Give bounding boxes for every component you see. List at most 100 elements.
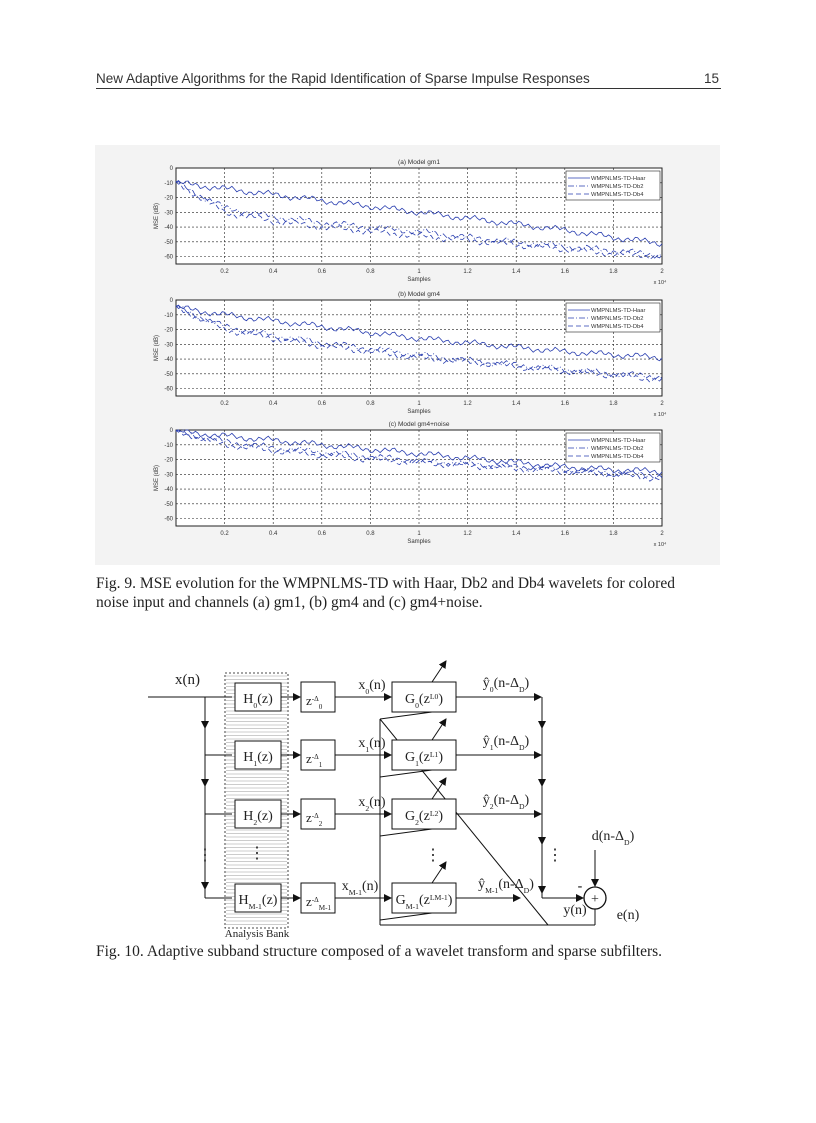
output-2-label: ŷ2(n-ΔD)	[483, 793, 530, 811]
filter-h3-label: HM-1(z)	[239, 893, 278, 911]
error-label: e(n)	[617, 908, 640, 923]
x-tick-label: 1.2	[463, 401, 472, 407]
ellipsis: ⋮	[249, 845, 265, 862]
label-part: (n)	[369, 736, 386, 751]
x-tick-label: 0.8	[366, 531, 375, 537]
subfilter-g1-label: G1(zL1)	[405, 750, 443, 768]
x-tick-label: 0.8	[366, 269, 375, 275]
x-tick-label: 1.4	[512, 531, 521, 537]
mse-charts: (a) Model gm1 0 -10 -20 -30 -40 -50 -60 0.2 0.4 0.…	[154, 159, 667, 548]
legend-entry: WMPNLMS-TD-Db4	[591, 454, 644, 460]
legend-entry: WMPNLMS-TD-Db2	[591, 184, 644, 190]
label-part: 0	[415, 701, 419, 710]
x-tick-label: 1	[417, 401, 421, 407]
y-tick-label: -20	[164, 196, 173, 202]
chart-title: (a) Model gm1	[398, 159, 440, 166]
delay-0-label: z-Δ0	[306, 693, 323, 711]
chart-title: (b) Model gm4	[398, 291, 440, 298]
series-line-wmpnlms-td-db4	[175, 180, 663, 260]
x-multiplier: x 10⁴	[654, 541, 667, 548]
label-part: -Δ	[312, 695, 319, 703]
label-part: D	[519, 685, 525, 694]
label-part: M-1	[319, 904, 332, 912]
ellipsis: ⋮	[425, 847, 441, 864]
x-tick-label: 1.6	[561, 401, 570, 407]
label-part: G	[405, 692, 415, 707]
y-tick-label: 0	[170, 166, 174, 172]
x-tick-label: 1.4	[512, 269, 521, 275]
label-part: D	[519, 802, 525, 811]
label-part: 2	[490, 802, 494, 811]
x-tick-label: 0.6	[318, 269, 327, 275]
legend-box	[565, 302, 661, 333]
series-line-wmpnlms-td-haar	[175, 179, 663, 247]
x-tick-label: 0.6	[318, 401, 327, 407]
label-part: D	[519, 743, 525, 752]
header-rule	[96, 88, 721, 89]
filter-h0-box	[234, 682, 282, 712]
label-part: D	[524, 886, 530, 895]
series-line-wmpnlms-td-db2	[175, 305, 663, 381]
label-part: (n)	[369, 678, 386, 693]
label-part: M-1	[485, 886, 498, 895]
label-part: H	[243, 809, 253, 824]
x-tick-label: 1.6	[561, 269, 570, 275]
adapt-path	[379, 711, 433, 720]
label-part: x	[358, 736, 365, 751]
label-part: 0	[490, 685, 494, 694]
label-part: 0	[253, 701, 257, 710]
series-line-wmpnlms-td-db4	[175, 429, 663, 482]
filter-h1-label: H1(z)	[243, 750, 273, 768]
label-part: (z	[419, 893, 430, 908]
running-title: New Adaptive Algorithms for the Rapid Id…	[96, 71, 590, 86]
x-tick-label: 0.4	[269, 269, 278, 275]
subband-signal-3: xM-1(n)	[342, 879, 379, 897]
delay-2-box	[300, 798, 336, 830]
label-part: 0	[365, 687, 369, 696]
x-axis-label: Samples	[407, 409, 430, 415]
label-part: (n-Δ	[498, 877, 523, 892]
y-tick-label: -10	[164, 443, 173, 449]
x-tick-label: 1.8	[609, 531, 618, 537]
label-part: ŷ	[483, 676, 490, 691]
minus-sign: -	[578, 879, 583, 894]
label-part: (z)	[262, 893, 278, 908]
label-part: 2	[319, 820, 323, 828]
x-tick-label: 0.4	[269, 401, 278, 407]
label-part: 0	[319, 703, 323, 711]
label-part: (z)	[257, 809, 273, 824]
label-part: L2	[430, 809, 439, 818]
output-y-label: y(n)	[563, 903, 587, 918]
adaptive-arrow	[431, 777, 447, 800]
ellipsis: ⋮	[547, 847, 563, 864]
x-tick-label: 2	[660, 269, 664, 275]
series-line-wmpnlms-td-db2	[175, 180, 663, 259]
label-part: )	[448, 893, 453, 908]
subfilter-g0-label: G0(zL0)	[405, 692, 443, 710]
y-axis-label: MSE (dB)	[154, 203, 160, 229]
x-axis-label: Samples	[407, 539, 430, 545]
input-label: x(n)	[175, 672, 200, 688]
subfilter-g0-box	[391, 681, 457, 713]
legend-entry: WMPNLMS-TD-Db2	[591, 316, 644, 322]
y-tick-label: -30	[164, 472, 173, 478]
label-part: (z)	[257, 750, 273, 765]
label-part: G	[405, 750, 415, 765]
legend-entry: WMPNLMS-TD-Db4	[591, 324, 644, 330]
y-tick-label: -60	[164, 517, 173, 523]
series-line-wmpnlms-td-db4	[175, 304, 663, 383]
label-part: ŷ	[483, 734, 490, 749]
series-line-wmpnlms-td-haar	[175, 304, 663, 362]
figure-9: (a) Model gm1 0 -10 -20 -30 -40 -50 -60 0.2 0.4 0.…	[95, 145, 720, 565]
label-part: M-1	[406, 902, 419, 911]
label-part: -Δ	[312, 753, 319, 761]
subband-signal-2: x2(n)	[358, 795, 386, 813]
label-part: z	[306, 894, 312, 909]
delay-3-label: z-ΔM-1	[306, 894, 331, 912]
label-part: )	[630, 829, 635, 844]
label-part: ŷ	[478, 877, 485, 892]
adapt-path	[379, 828, 433, 837]
y-tick-label: -20	[164, 458, 173, 464]
